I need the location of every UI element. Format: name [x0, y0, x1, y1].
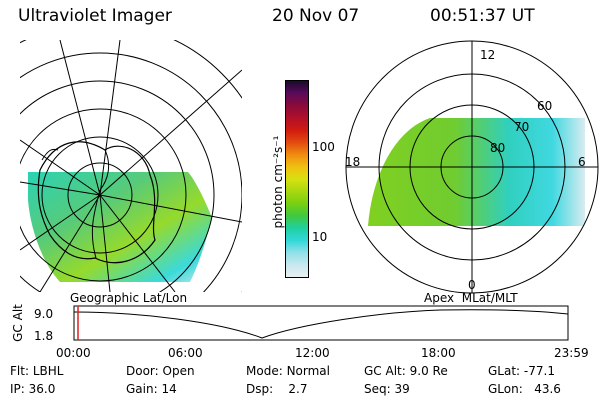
- status-door: Door: Open: [126, 364, 195, 378]
- time-label: 00:51:37 UT: [430, 6, 535, 26]
- mlat-label-80: 80: [490, 141, 505, 155]
- alt-ytick-low: 1.8: [34, 329, 53, 343]
- altitude-curve: [73, 309, 569, 339]
- mlt-label-6: 6: [578, 155, 586, 169]
- right-emission-region: [368, 118, 585, 226]
- colorbar: [285, 80, 309, 278]
- mlt-label-18: 18: [345, 155, 360, 169]
- status-gc-alt: GC Alt: 9.0 Re: [364, 364, 448, 378]
- instrument-title: Ultraviolet Imager: [18, 6, 172, 26]
- left-panel-label: Geographic Lat/Lon: [70, 291, 187, 305]
- mlt-label-12: 12: [480, 48, 495, 62]
- status-dsp: Dsp: 2.7: [246, 382, 308, 396]
- colorbar-tick-10: 10: [312, 230, 328, 244]
- status-glon: GLon: 43.6: [488, 382, 561, 396]
- alt-xtick-1: 06:00: [168, 346, 203, 360]
- status-flt: Flt: LBHL: [10, 364, 64, 378]
- alt-xtick-2: 12:00: [295, 346, 330, 360]
- status-mode: Mode: Normal: [246, 364, 330, 378]
- status-seq: Seq: 39: [364, 382, 410, 396]
- mlat-label-70: 70: [514, 120, 529, 134]
- alt-ytick-high: 9.0: [34, 307, 53, 321]
- left-emission-region: [28, 172, 212, 282]
- mlat-label-60: 60: [537, 99, 552, 113]
- status-ip: IP: 36.0: [10, 382, 56, 396]
- mlt-label-0: 0: [468, 278, 476, 292]
- status-glat: GLat: -77.1: [488, 364, 555, 378]
- right-panel-label: Apex MLat/MLT: [424, 291, 518, 305]
- alt-ylabel: GC Alt: [11, 304, 25, 342]
- alt-xtick-0: 00:00: [56, 346, 91, 360]
- date-label: 20 Nov 07: [272, 6, 360, 26]
- alt-xtick-3: 18:00: [421, 346, 456, 360]
- colorbar-tick-100: 100: [312, 140, 335, 154]
- alt-xtick-4: 23:59: [554, 346, 589, 360]
- status-gain: Gain: 14: [126, 382, 177, 396]
